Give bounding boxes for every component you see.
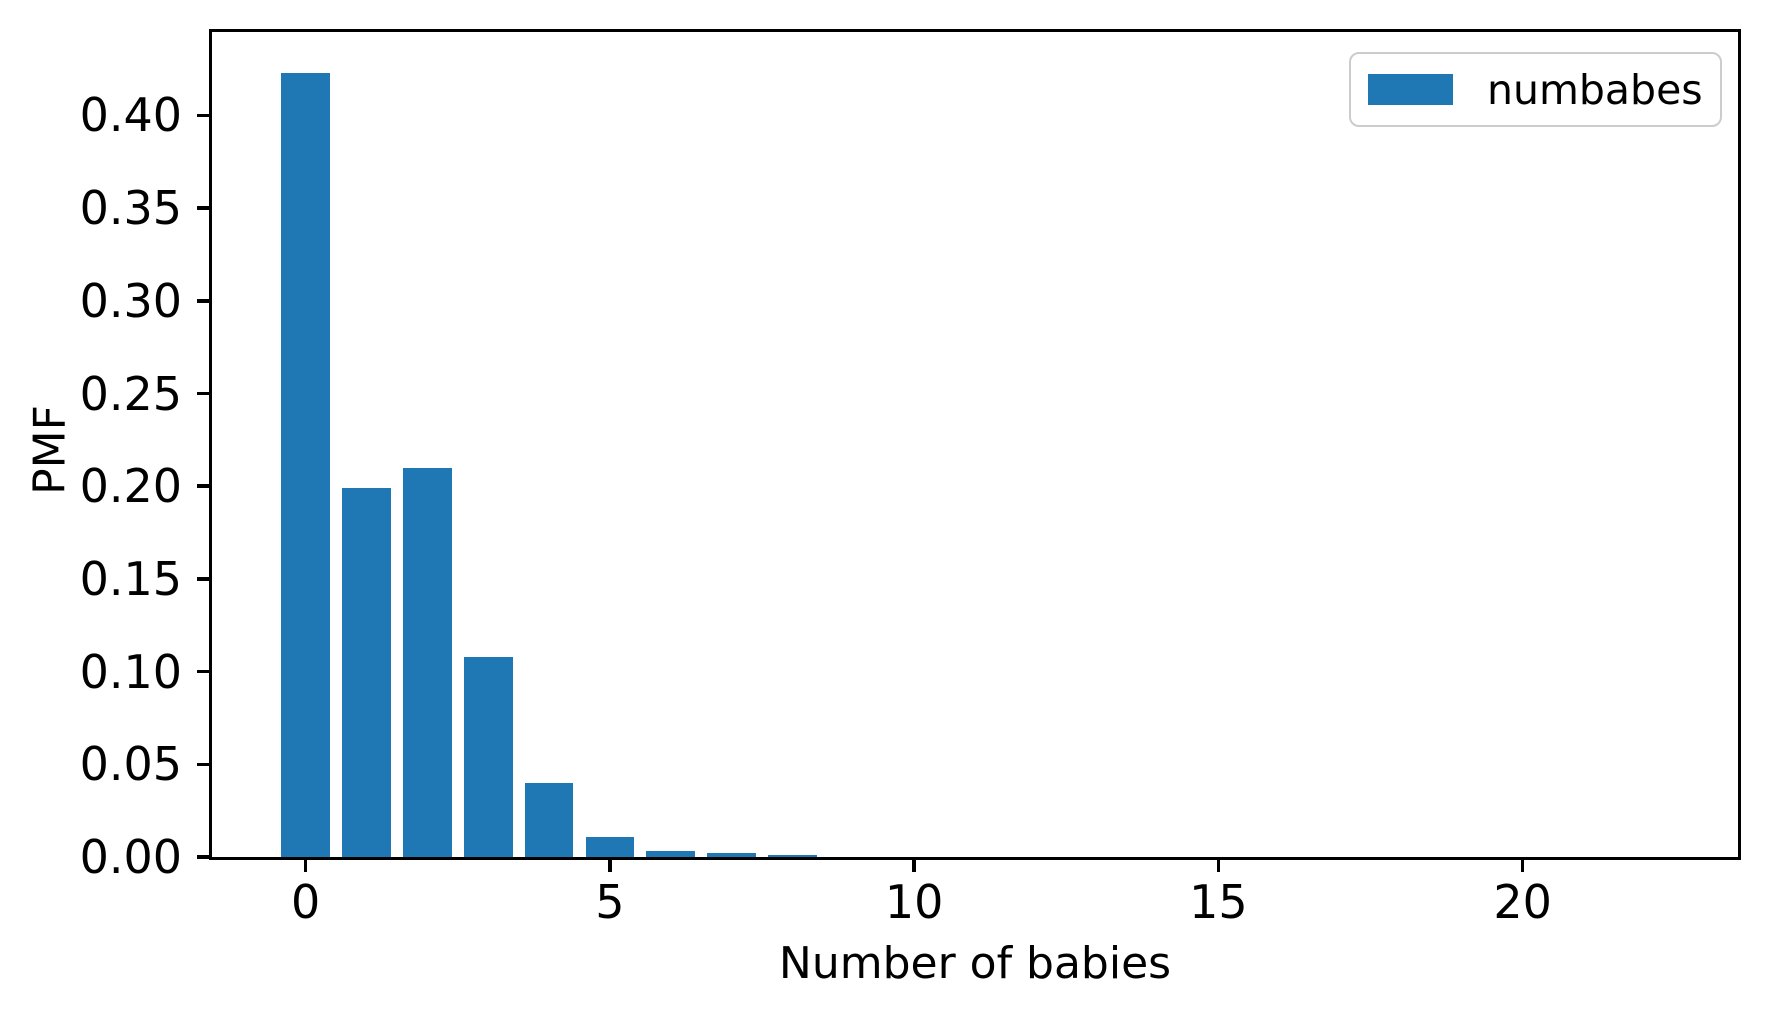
x-tick-mark [1216, 860, 1221, 872]
bar-x1 [342, 488, 391, 857]
plot-area [209, 29, 1741, 860]
bar-x4 [524, 782, 574, 857]
x-tick-mark [303, 860, 308, 872]
y-tick-mark [197, 762, 209, 767]
x-tick-mark [608, 860, 612, 872]
legend-swatch-icon [1368, 74, 1453, 105]
bar-x3 [463, 656, 513, 857]
y-tick-mark [197, 855, 209, 859]
legend: numbabes [1349, 52, 1722, 127]
y-tick-label: 0.10 [79, 644, 182, 699]
x-tick-label: 20 [1493, 875, 1552, 929]
y-tick-mark [197, 299, 209, 303]
y-tick-label: 0.30 [79, 273, 182, 328]
bar-x8 [768, 855, 817, 857]
x-tick-label: 15 [1189, 875, 1248, 929]
x-tick-mark [912, 860, 916, 872]
y-tick-label: 0.40 [79, 88, 182, 143]
x-tick-label: 0 [291, 875, 321, 929]
y-tick-label: 0.35 [79, 181, 182, 236]
bar-x6 [646, 851, 696, 857]
bar-x0 [281, 72, 331, 857]
x-tick-label: 10 [884, 875, 944, 929]
bar-x7 [707, 853, 756, 857]
x-tick-label: 5 [595, 875, 625, 929]
legend-label: numbabes [1487, 65, 1703, 114]
y-tick-label: 0.25 [79, 366, 182, 421]
y-tick-label: 0.00 [79, 830, 182, 884]
y-tick-mark [197, 484, 209, 488]
y-tick-mark [197, 577, 209, 581]
y-tick-mark [197, 113, 209, 118]
bar-x5 [585, 836, 635, 857]
y-tick-mark [197, 391, 209, 396]
x-axis-label: Number of babies [778, 938, 1172, 989]
y-tick-mark [197, 669, 209, 674]
y-tick-mark [197, 206, 209, 210]
bar-x2 [403, 467, 452, 857]
y-tick-label: 0.15 [79, 551, 182, 606]
y-tick-label: 0.05 [79, 737, 182, 792]
y-tick-label: 0.20 [79, 459, 182, 514]
x-tick-mark [1520, 860, 1525, 872]
